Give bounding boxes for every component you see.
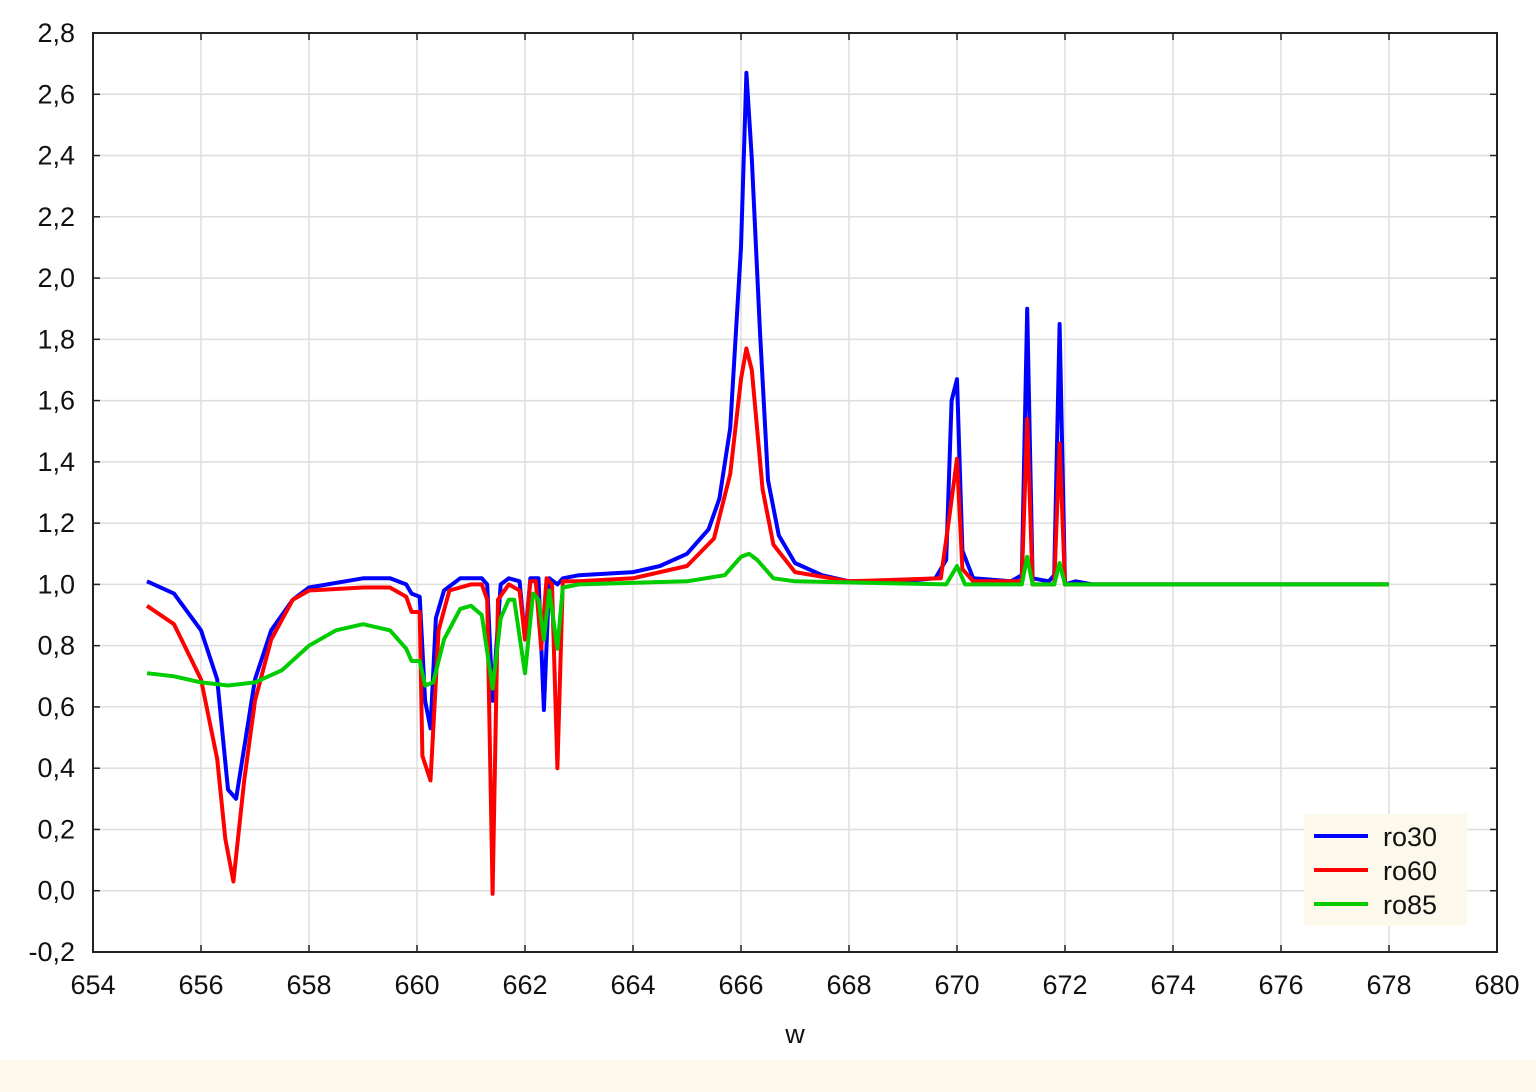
y-tick-label: 2,2: [37, 202, 75, 232]
y-tick-label: 0,8: [37, 631, 75, 661]
y-tick-label: 2,6: [37, 79, 75, 109]
x-tick-label: 668: [826, 970, 871, 1000]
y-tick-label: 1,2: [37, 508, 75, 538]
x-tick-label: 658: [286, 970, 331, 1000]
series-line-ro60: [145, 346, 1389, 896]
y-tick-label: 0,4: [37, 753, 75, 783]
y-tick-label: 1,4: [37, 447, 75, 477]
series-line-ro30: [146, 70, 1389, 801]
legend: ro30 ro60 ro85: [1304, 814, 1467, 926]
x-tick-label: 660: [394, 970, 439, 1000]
y-tick-label: 2,4: [37, 141, 75, 171]
x-tick-label: 678: [1366, 970, 1411, 1000]
series-lines: [145, 70, 1389, 896]
x-tick-label: 664: [610, 970, 655, 1000]
y-tick-label: 1,0: [37, 569, 75, 599]
x-tick-label: 674: [1150, 970, 1195, 1000]
x-tick-label: 654: [70, 970, 115, 1000]
legend-label-ro30: ro30: [1383, 822, 1437, 852]
tick-labels: 654 656 658 660 662 664 666 668 670 672 674 676 678 6…: [28, 18, 1519, 1000]
plot-frame: [92, 32, 1498, 953]
x-tick-label: 672: [1042, 970, 1087, 1000]
legend-label-ro60: ro60: [1383, 856, 1437, 886]
y-tick-label: 0,0: [37, 876, 75, 906]
x-axis-label: w: [784, 1019, 805, 1049]
x-tick-label: 670: [934, 970, 979, 1000]
y-tick-label: 2,0: [37, 263, 75, 293]
y-tick-label: 0,6: [37, 692, 75, 722]
x-tick-label: 680: [1474, 970, 1519, 1000]
x-tick-label: 656: [178, 970, 223, 1000]
x-tick-label: 676: [1258, 970, 1303, 1000]
series-line-ro85: [146, 551, 1389, 691]
y-tick-label: 1,6: [37, 386, 75, 416]
x-tick-label: 662: [502, 970, 547, 1000]
y-tick-label: 0,2: [37, 814, 75, 844]
x-tick-label: 666: [718, 970, 763, 1000]
figure-background: [0, 0, 1536, 1060]
y-tick-label: 2,8: [37, 18, 75, 48]
grid: [92, 32, 1498, 953]
y-tick-label: -0,2: [28, 937, 75, 967]
legend-label-ro85: ro85: [1383, 890, 1437, 920]
y-tick-label: 1,8: [37, 324, 75, 354]
